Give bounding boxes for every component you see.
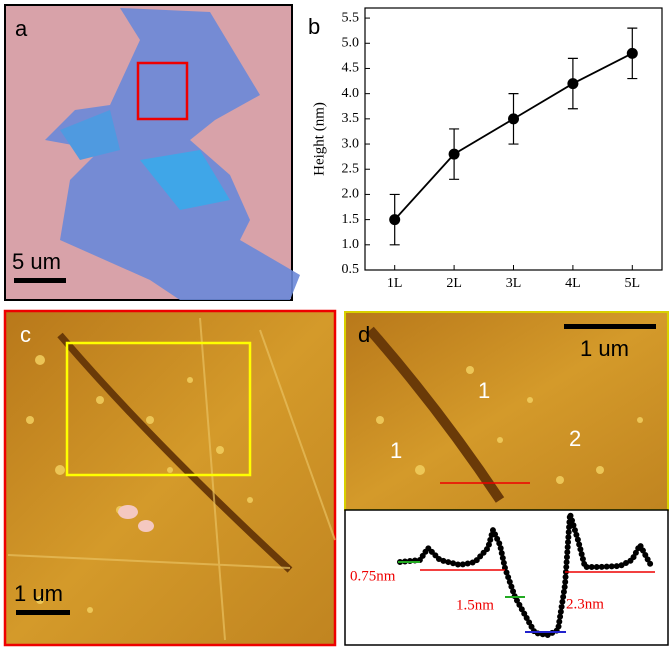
y-tick-label: 2.0 [342,187,360,202]
scale-bar [14,278,66,283]
particle [118,505,138,519]
point [626,47,638,59]
y-tick-label: 1.0 [342,237,360,252]
step-label: 2.3nm [566,596,604,612]
y-tick-label: 2.5 [342,161,360,176]
y-tick-label: 5.0 [342,35,360,50]
y-tick-label: 3.0 [342,136,360,151]
scale-bar-label: 1 um [580,336,629,361]
region-label: 2 [569,426,581,451]
y-tick-label: 1.5 [342,212,360,227]
panel-a: a 5 um [4,4,300,301]
x-tick-label: 5L [625,276,641,291]
particles [26,355,253,613]
scale-bar-label: 1 um [14,581,63,606]
point [389,214,401,226]
y-tick-label: 4.5 [342,61,360,76]
point [508,113,519,125]
panel-b: b Height (nm) 0.5 1.0 1.5 2.0 2.5 3.0 3.5 4.0 4.… [308,7,663,291]
region-label: 1 [390,438,402,463]
step-label: 1.5nm [456,597,494,613]
y-tick-label: 0.5 [342,262,360,277]
panel-c: c 1 um [3,309,337,647]
scale-bar [564,324,656,329]
region-box [136,61,189,121]
y-tick-label: 3.5 [342,111,360,126]
point [448,148,460,160]
edge [7,317,336,641]
crack [366,326,505,503]
y-tick-label: 5.5 [342,10,360,25]
flake [140,150,230,210]
panel-d: d 1 um 1 1 2 0.75nm 1.5nm 2.3nm [344,311,669,646]
flake [45,8,300,300]
y-tick-label: 4.0 [342,86,360,101]
panel-letter: b [308,14,320,39]
scale-bar [16,610,70,615]
x-tick-label: 4L [565,276,581,291]
afm-image [344,311,669,511]
crack [57,332,293,573]
scale-bar-label: 5 um [12,249,61,274]
panel-letter: a [15,16,28,41]
x-tick-label: 1L [387,276,403,291]
region-box [65,341,252,477]
panel-letter: d [358,322,370,347]
region-label: 1 [478,378,490,403]
afm-image [3,309,337,647]
point [567,78,579,90]
x-tick-label: 2L [446,276,462,291]
x-tick-label: 3L [506,276,522,291]
particles [376,366,643,484]
flake [60,110,120,160]
panel-letter: c [20,322,31,347]
particle [138,520,154,532]
y-axis-label: Height (nm) [311,102,327,176]
step-label: 0.75nm [350,568,396,584]
